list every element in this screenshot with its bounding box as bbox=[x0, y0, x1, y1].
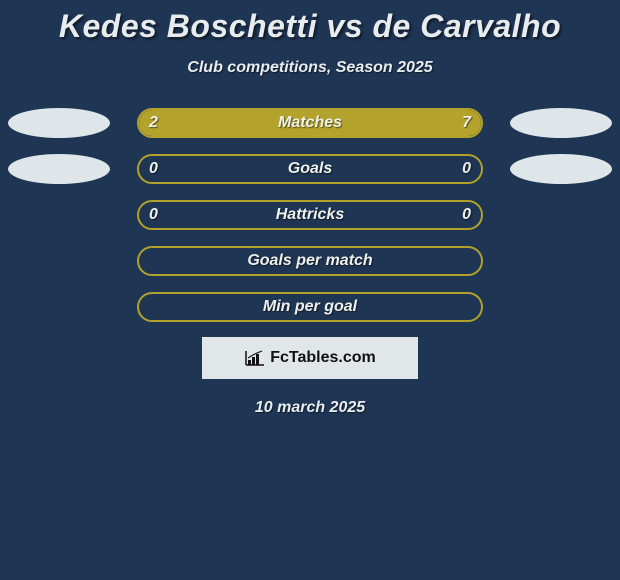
bar-goals: 0 Goals 0 bbox=[137, 154, 483, 184]
val-left-hattricks: 0 bbox=[149, 206, 158, 224]
row-matches: 2 Matches 7 bbox=[0, 107, 620, 139]
label-matches: Matches bbox=[278, 114, 342, 132]
val-right-matches: 7 bbox=[462, 114, 471, 132]
row-gpm: Goals per match bbox=[0, 245, 620, 277]
label-mpg: Min per goal bbox=[263, 298, 357, 316]
label-hattricks: Hattricks bbox=[276, 206, 344, 224]
comparison-rows: 2 Matches 7 0 Goals 0 0 Hattricks 0 Goal… bbox=[0, 107, 620, 323]
avatar-right-matches bbox=[510, 108, 612, 138]
row-goals: 0 Goals 0 bbox=[0, 153, 620, 185]
label-gpm: Goals per match bbox=[247, 252, 372, 270]
avatar-right-goals bbox=[510, 154, 612, 184]
val-right-hattricks: 0 bbox=[462, 206, 471, 224]
row-hattricks: 0 Hattricks 0 bbox=[0, 199, 620, 231]
avatar-left-goals bbox=[8, 154, 110, 184]
avatar-left-matches bbox=[8, 108, 110, 138]
label-goals: Goals bbox=[288, 160, 332, 178]
bar-gpm: Goals per match bbox=[137, 246, 483, 276]
subtitle: Club competitions, Season 2025 bbox=[0, 59, 620, 77]
brand-text: FcTables.com bbox=[270, 349, 376, 367]
chart-icon bbox=[244, 349, 266, 367]
bar-matches: 2 Matches 7 bbox=[137, 108, 483, 138]
val-right-goals: 0 bbox=[462, 160, 471, 178]
val-left-matches: 2 bbox=[149, 114, 158, 132]
footer-date: 10 march 2025 bbox=[0, 399, 620, 417]
bar-hattricks: 0 Hattricks 0 bbox=[137, 200, 483, 230]
brand-badge[interactable]: FcTables.com bbox=[202, 337, 418, 379]
bar-mpg: Min per goal bbox=[137, 292, 483, 322]
val-left-goals: 0 bbox=[149, 160, 158, 178]
row-mpg: Min per goal bbox=[0, 291, 620, 323]
page-title: Kedes Boschetti vs de Carvalho bbox=[0, 0, 620, 45]
